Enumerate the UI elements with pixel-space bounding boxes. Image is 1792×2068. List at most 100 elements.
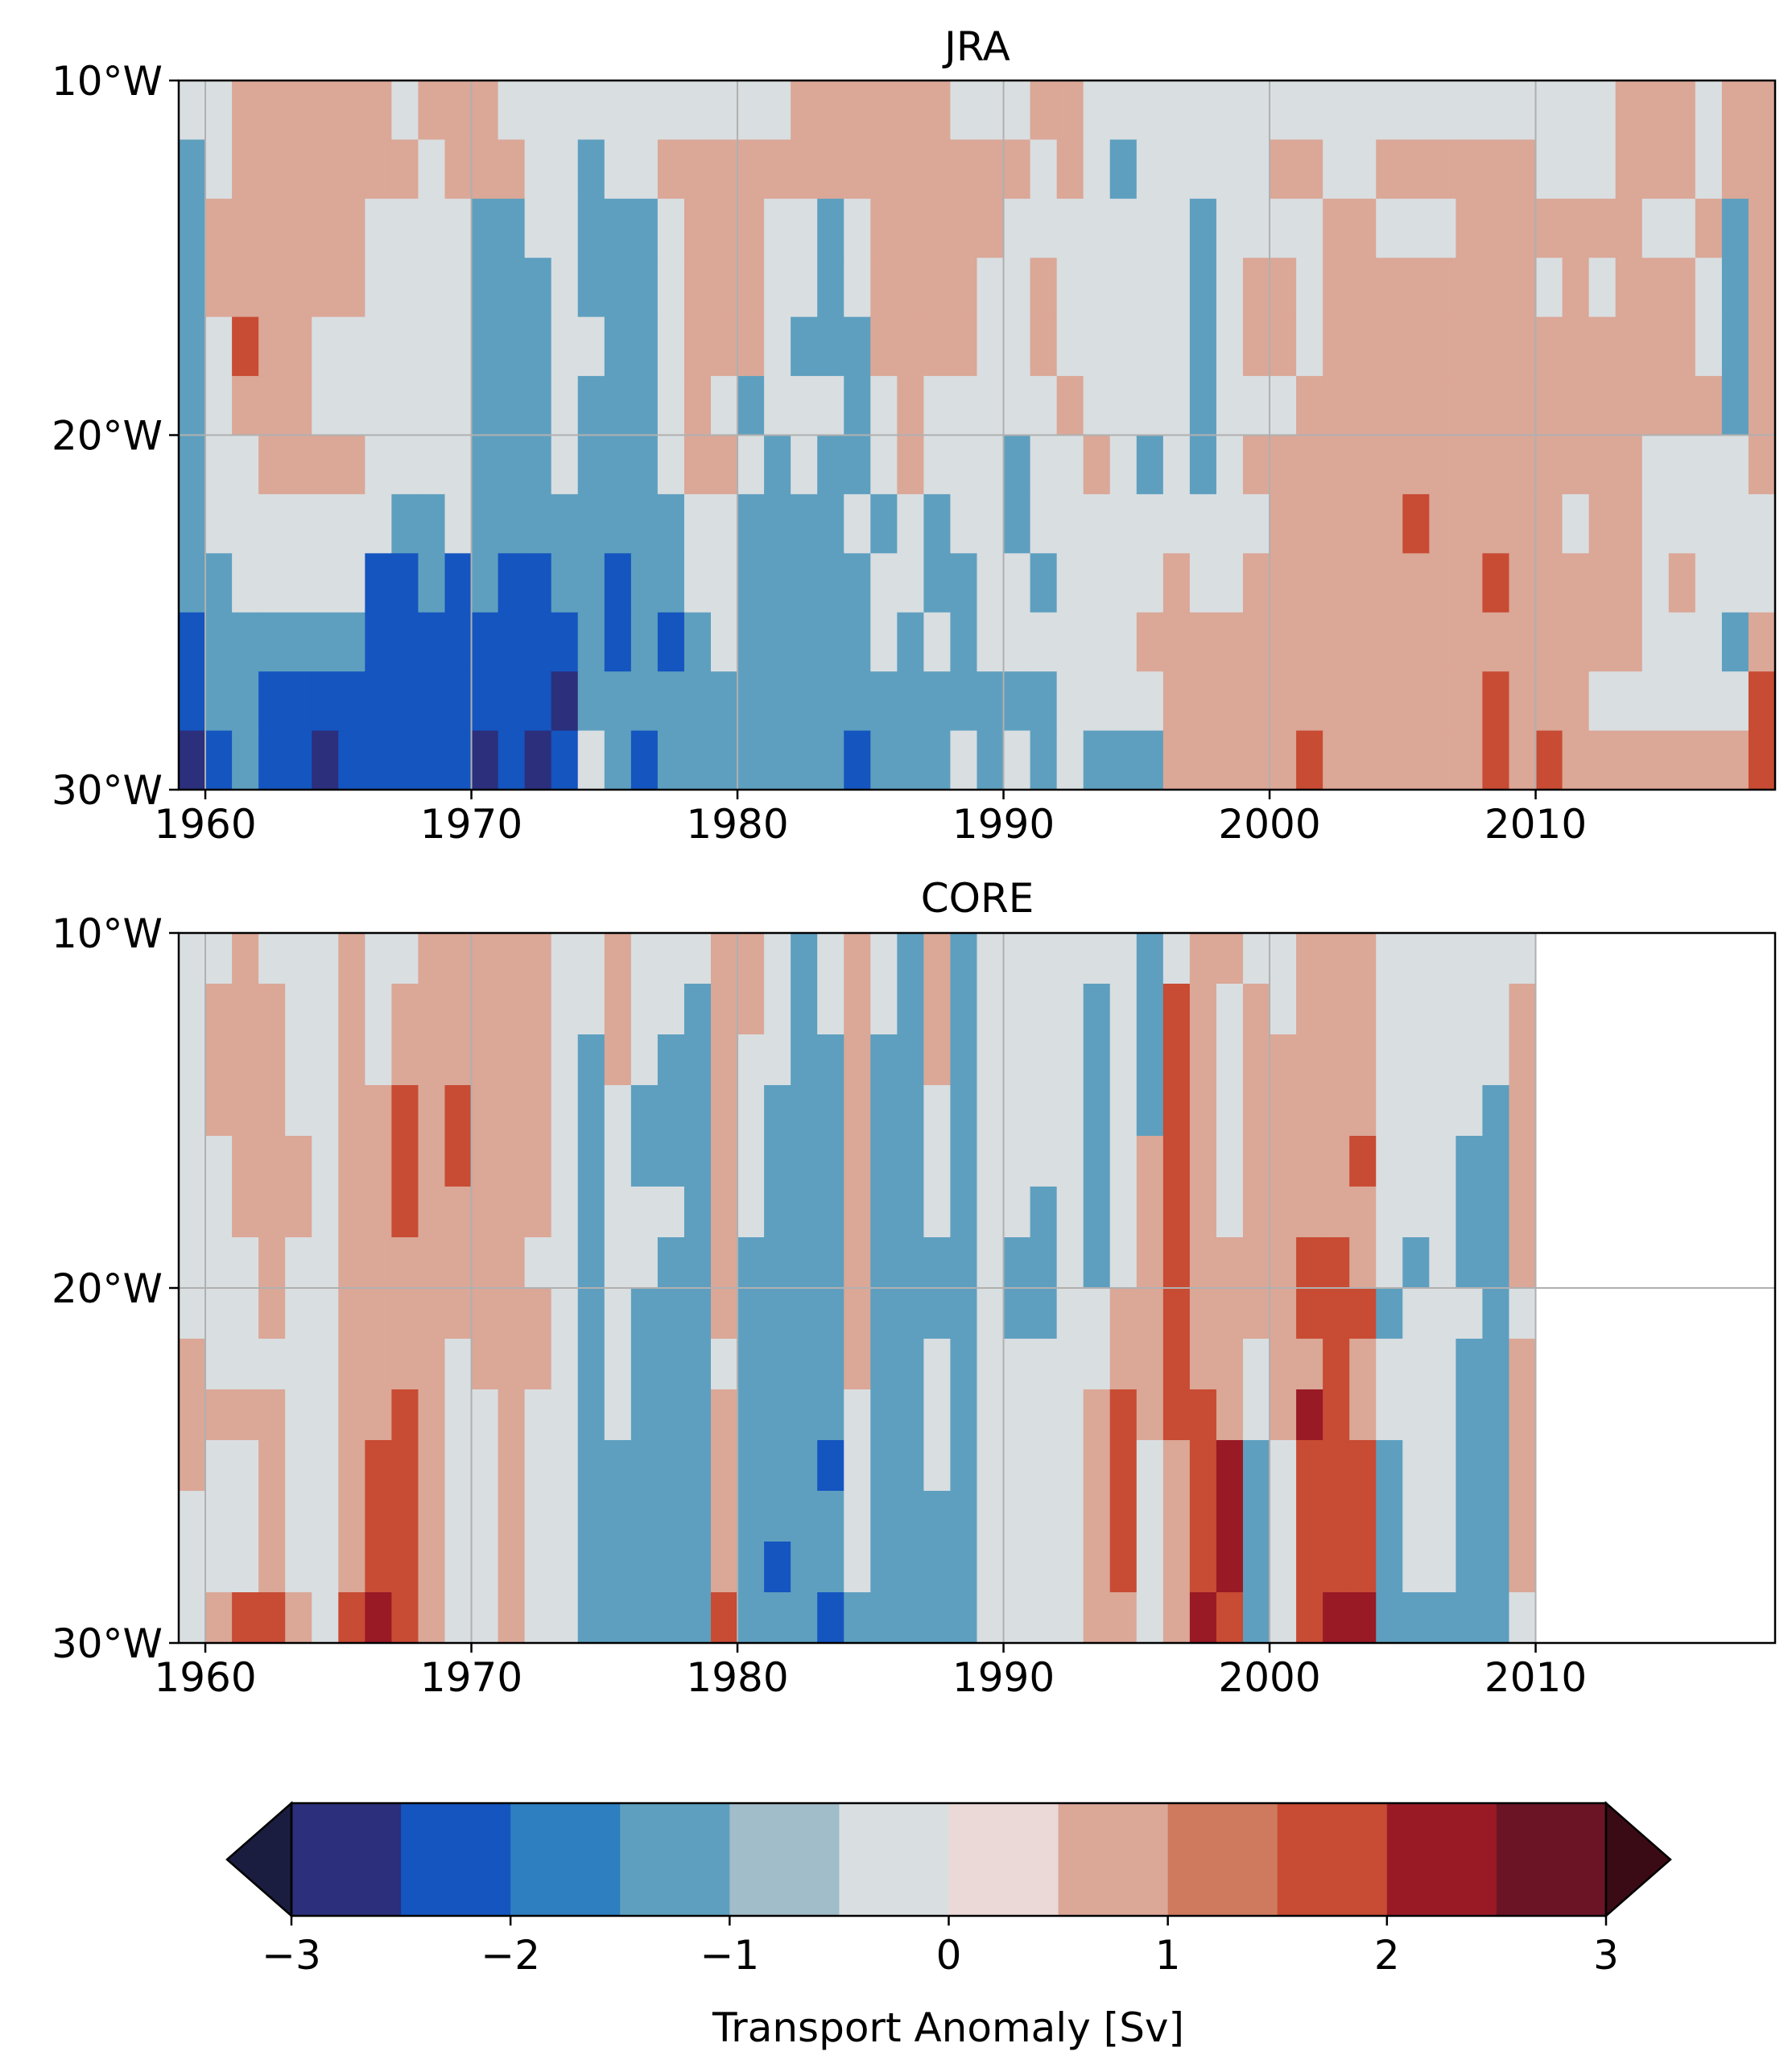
jra-cell: [312, 80, 339, 141]
jra-cell: [1402, 139, 1430, 200]
core-cell: [1455, 1592, 1484, 1644]
core-cell: [897, 1288, 924, 1339]
core-cell: [1455, 1440, 1484, 1492]
jra-cell: [1270, 258, 1297, 318]
core-cell: [977, 1034, 1005, 1086]
core-cell: [1296, 1085, 1323, 1137]
core-cell: [683, 933, 712, 984]
core-cell: [1482, 1034, 1510, 1086]
jra-cell: [764, 258, 791, 318]
jra-cell: [1136, 493, 1164, 554]
jra-cell: [1748, 435, 1776, 495]
jra-cell: [1429, 198, 1456, 258]
core-cell: [897, 1136, 924, 1187]
jra-cell: [1615, 730, 1643, 790]
core-cell: [1349, 1542, 1377, 1593]
jra-cell: [498, 553, 526, 613]
jra-cell: [604, 730, 632, 790]
jra-cell: [977, 139, 1005, 200]
jra-cell: [551, 671, 579, 732]
core-cell: [312, 1339, 339, 1390]
jra-cell: [1641, 316, 1670, 377]
core-cell: [1083, 1136, 1111, 1187]
jra-cell: [711, 80, 738, 141]
core-cell: [1482, 1187, 1510, 1238]
jra-cell: [737, 80, 765, 141]
jra-cell: [418, 376, 446, 436]
core-cell: [391, 1237, 419, 1289]
jra-cell: [1136, 553, 1164, 613]
jra-cell: [844, 258, 871, 318]
core-cell: [1216, 1187, 1244, 1238]
jra-cell: [1429, 80, 1456, 141]
jra-cell: [232, 376, 259, 436]
jra-cell: [1243, 376, 1270, 436]
core-cell: [1429, 1288, 1456, 1339]
core-cell: [844, 984, 871, 1035]
jra-cell: [1748, 612, 1776, 672]
jra-cell: [1109, 139, 1138, 200]
core-cell: [258, 1542, 286, 1593]
jra-cell: [232, 80, 259, 141]
core-cell: [1189, 1491, 1217, 1542]
core-cell: [1216, 1288, 1244, 1339]
jra-cell: [1323, 493, 1350, 554]
jra-cell: [657, 198, 685, 258]
jra-cell: [1109, 553, 1138, 613]
core-cell: [418, 1034, 446, 1086]
jra-cell: [418, 198, 446, 258]
core-cell: [391, 1136, 419, 1187]
jra-cell: [630, 376, 659, 436]
core-cell: [338, 1542, 365, 1593]
core-cell: [1323, 984, 1350, 1035]
jra-cell: [258, 376, 286, 436]
core-cell: [1429, 1136, 1456, 1187]
core-cell: [577, 1339, 605, 1390]
jra-cell: [870, 553, 898, 613]
jra-cell: [923, 435, 952, 495]
core-cell: [1056, 1288, 1084, 1339]
jra-cell: [1588, 553, 1617, 613]
core-cell: [977, 1136, 1005, 1187]
jra-cell: [418, 730, 446, 790]
jra-cell: [258, 612, 286, 672]
jra-cell: [657, 80, 685, 141]
jra-cell: [1535, 435, 1563, 495]
colorbar-tick-label: −2: [481, 1932, 540, 1979]
jra-cell: [1695, 730, 1723, 790]
core-cell: [977, 984, 1005, 1035]
core-cell: [1189, 984, 1217, 1035]
core-cell: [897, 933, 924, 984]
core-cell: [577, 1085, 605, 1137]
jra-cell: [1402, 258, 1430, 318]
core-cell: [950, 1592, 978, 1644]
core-cell: [285, 1034, 312, 1086]
core-x-tick-label: 1980: [686, 1654, 788, 1701]
jra-cell: [444, 671, 473, 732]
core-cell: [1455, 1542, 1484, 1593]
core-cell: [418, 933, 446, 984]
jra-cell: [179, 435, 206, 495]
core-cell: [312, 1542, 339, 1593]
jra-cell: [1668, 671, 1696, 732]
core-cell: [1109, 1187, 1138, 1238]
core-cell: [870, 1288, 898, 1339]
core-cell: [285, 1187, 312, 1238]
core-cell: [791, 1288, 818, 1339]
core-cell: [870, 1034, 898, 1086]
core-cell: [577, 1187, 605, 1238]
jra-cell: [498, 258, 526, 318]
core-cell: [923, 1034, 952, 1086]
jra-cell: [551, 376, 579, 436]
jra-cell: [844, 139, 871, 200]
jra-cell: [1216, 139, 1244, 200]
jra-cell: [1509, 671, 1537, 732]
colorbar-over-arrow: [1604, 1801, 1672, 1918]
colorbar-segment: [620, 1803, 730, 1916]
jra-cell: [444, 435, 473, 495]
core-cell: [205, 1136, 233, 1187]
jra-cell: [817, 553, 844, 613]
core-cell: [630, 1288, 659, 1339]
jra-cell: [630, 730, 659, 790]
core-cell: [1402, 1288, 1430, 1339]
